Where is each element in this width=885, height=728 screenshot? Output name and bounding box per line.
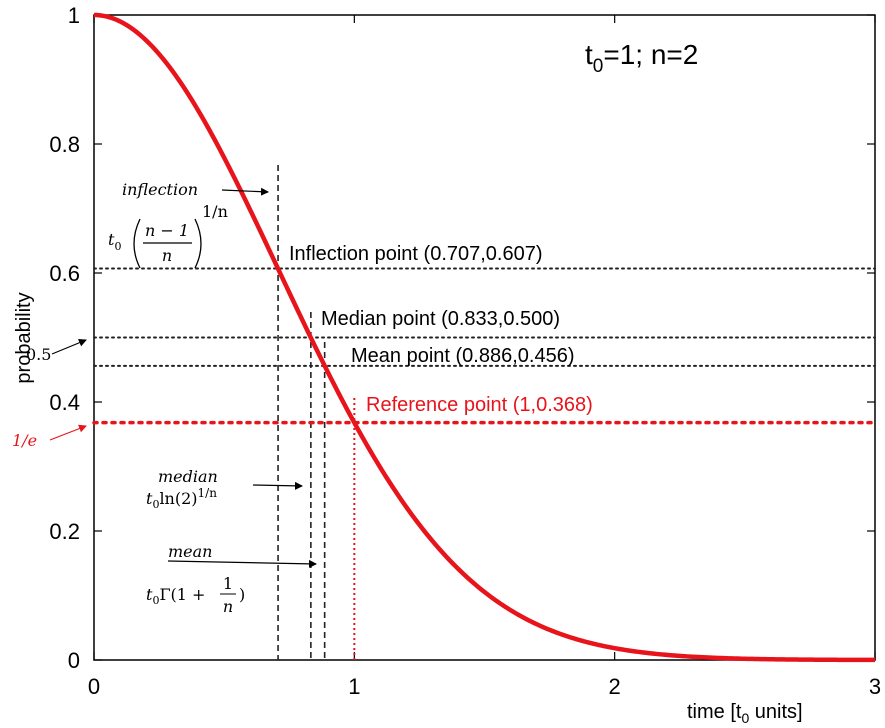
median-point-label: Median point (0.833,0.500) — [321, 308, 560, 330]
x-tick-label: 1 — [348, 674, 360, 699]
inflection-left-paren — [133, 218, 141, 269]
x-tick-label: 2 — [609, 674, 621, 699]
y-tick-label: 0.6 — [49, 261, 80, 286]
y-tick-label: 0.8 — [49, 132, 80, 157]
median-formula-arrow — [252, 481, 303, 490]
y-tick-label: 0.4 — [49, 390, 80, 415]
x-tick-label: 0 — [88, 674, 100, 699]
inflection-formula-t: t0 — [108, 230, 121, 253]
median-formula-name: median — [158, 467, 218, 486]
x-tick-label: 3 — [869, 674, 881, 699]
inflection-formula-numerator: n − 1 — [145, 221, 189, 240]
point-labels: Inflection point (0.707,0.607) Median poi… — [289, 243, 593, 416]
y-tick-label: 0.2 — [49, 519, 80, 544]
inflection-formula-exponent: 1/n — [202, 202, 228, 221]
inflection-formula-name: inflection — [122, 180, 198, 199]
half-arrow — [51, 338, 87, 355]
half-annotation: 0.5 — [26, 345, 51, 364]
mean-fraction-denominator: n — [223, 597, 233, 616]
y-axis-label: probability — [13, 292, 35, 383]
inflection-formula-arrow — [221, 187, 269, 196]
median-formula-expression: t0ln(2)1/n — [146, 486, 217, 511]
inv-e-annotation: 1/e — [12, 431, 37, 450]
mean-fraction-numerator: 1 — [223, 574, 233, 593]
survival-curve-series — [93, 12, 875, 663]
mean-formula-arrow — [167, 559, 317, 568]
mean-formula-close: ) — [239, 585, 245, 604]
y-tick-label: 0 — [68, 648, 80, 673]
guide-lines — [92, 165, 877, 660]
inv-e-arrow — [49, 424, 87, 441]
mean-point-label: Mean point (0.886,0.456) — [351, 345, 575, 367]
mean-formula-expression: t0Γ(1 + — [146, 585, 205, 607]
inflection-formula-denominator: n — [162, 246, 172, 265]
x-axis-label: time [t0 units] — [687, 701, 803, 726]
inflection-point-label: Inflection point (0.707,0.607) — [289, 243, 543, 265]
inflection-right-paren — [194, 218, 202, 269]
chart-title: t0=1; n=2 — [585, 39, 698, 77]
reference-point-label: Reference point (1,0.368) — [366, 394, 593, 416]
y-tick-label: 1 — [68, 3, 80, 28]
mean-formula-name: mean — [168, 542, 212, 561]
